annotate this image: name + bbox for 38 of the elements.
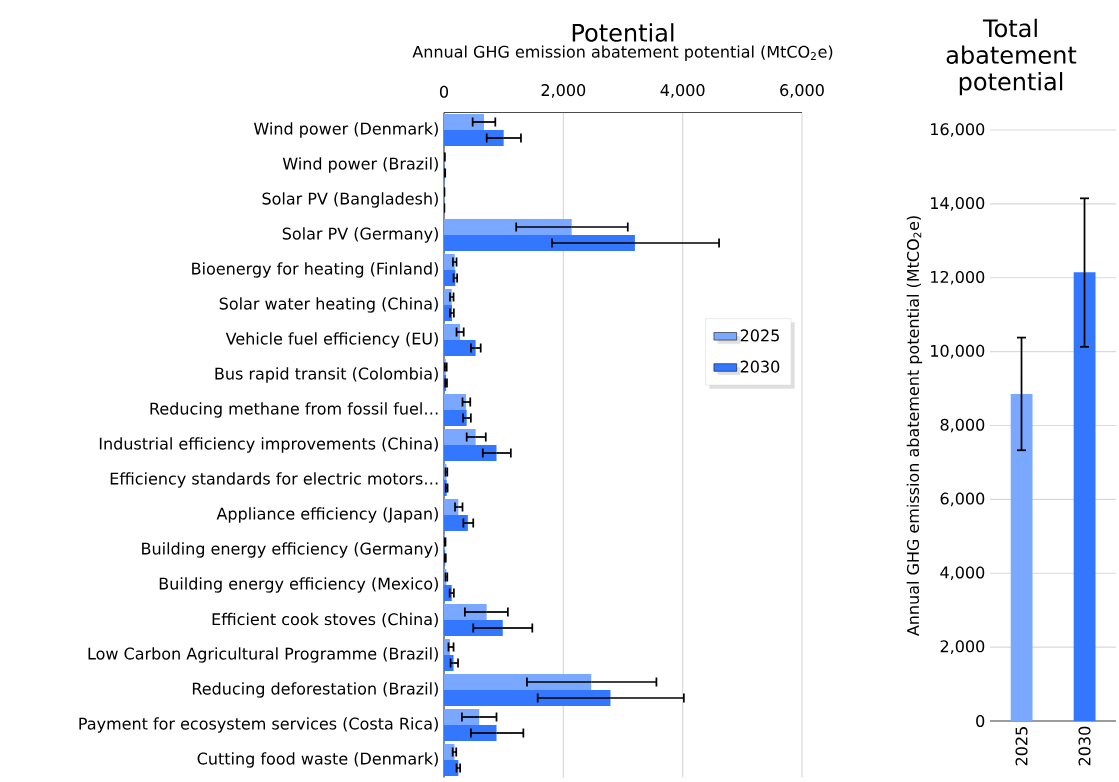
y-tick-label: Reducing deforestation (Brazil): [192, 682, 438, 698]
legend-label: 2025: [740, 329, 779, 342]
y-tick-label: Efficiency standards for electric motors…: [110, 472, 438, 488]
y-tick-label: Solar PV (Bangladesh): [262, 192, 438, 208]
y-axis-title: Annual GHG emission abatement potential (MtCO$_{2}$e): [906, 216, 923, 637]
y-tick-label: 6,000: [940, 492, 985, 507]
y-tick-label: 14,000: [931, 197, 985, 211]
x-tick-label: 4,000: [660, 84, 705, 98]
y-tick-label: 4,000: [940, 566, 985, 581]
y-tick-label: 16,000: [931, 123, 985, 137]
y-tick-label: Wind power (Brazil): [282, 157, 438, 173]
y-tick-label: Solar PV (Germany): [282, 227, 438, 243]
y-tick-label: Building energy efficiency (Mexico): [159, 577, 438, 593]
y-tick-label: Bioenergy for heating (Finland): [192, 262, 438, 278]
x-tick-label: 2,000: [541, 84, 586, 98]
legend-label: 2030: [740, 360, 780, 373]
chart-title: Potential: [572, 23, 674, 42]
y-tick-label: Efficient cook stoves (China): [212, 612, 438, 628]
y-tick-label: 12,000: [931, 270, 985, 285]
x-tick-label: 0: [439, 85, 449, 98]
x-axis-title: Annual GHG emission abatement potential (MtCO$_{2}$e): [412, 45, 833, 61]
y-tick-label: Reducing methane from fossil fuel…: [150, 402, 438, 418]
y-tick-label: Vehicle fuel efficiency (EU): [225, 332, 438, 348]
y-tick-label: Bus rapid transit (Colombia): [215, 367, 438, 383]
y-tick-label: Payment for ecosystem services (Costa Rica): [79, 717, 438, 733]
y-tick-label: Low Carbon Agricultural Programme (Brazil): [88, 647, 438, 663]
y-tick-label: 10,000: [931, 344, 985, 359]
y-tick-label: 0: [976, 714, 985, 728]
y-tick-label: Industrial efficiency improvements (China): [99, 437, 438, 453]
x-tick-label: 6,000: [780, 84, 824, 98]
y-tick-label: 8,000: [940, 418, 985, 433]
chart-title: Total abatement potential: [946, 18, 1077, 96]
y-tick-label: Cutting food waste (Denmark): [197, 752, 438, 768]
y-tick-label: Solar water heating (China): [219, 297, 438, 313]
y-tick-label: Building energy efficiency (Germany): [142, 542, 438, 558]
y-tick-label: Appliance efficiency (Japan): [216, 507, 438, 523]
y-tick-label: 2,000: [940, 640, 985, 654]
y-tick-label: Wind power (Denmark): [253, 122, 438, 138]
